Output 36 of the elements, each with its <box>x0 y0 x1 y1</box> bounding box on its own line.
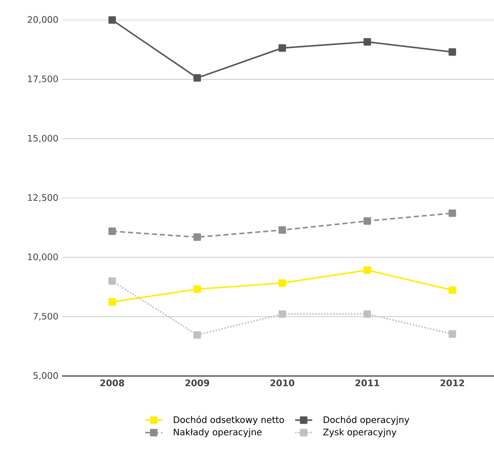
point <box>108 298 116 306</box>
x-tick-label: 2012 <box>440 380 464 386</box>
x-tick-label: 2010 <box>270 380 294 386</box>
point <box>193 285 201 293</box>
y-tick-label: 10,000 <box>28 253 58 262</box>
point <box>108 16 116 24</box>
legend-label: Dochód odsetkowy netto <box>174 416 284 425</box>
point <box>108 227 116 235</box>
x-tick-label: 2009 <box>185 380 210 386</box>
point <box>193 74 201 82</box>
point <box>364 38 372 46</box>
point <box>364 266 372 274</box>
y-tick-label: 15,000 <box>28 134 58 143</box>
point <box>108 277 116 285</box>
legend-label: Zysk operacyjny <box>323 428 396 438</box>
legend-label: Dochód operacyjny <box>324 416 410 425</box>
x-tick-label: 2008 <box>100 380 124 386</box>
point <box>364 217 372 225</box>
y-tick-label: 7,500 <box>34 312 58 321</box>
point <box>448 209 456 217</box>
point <box>193 233 201 241</box>
x-tick-label: 2011 <box>356 380 380 386</box>
y-tick-label: 5,000 <box>34 372 58 380</box>
point <box>278 44 286 52</box>
point <box>448 286 456 294</box>
y-tick-label: 20,000 <box>28 16 58 24</box>
y-tick-label: 17,500 <box>28 75 58 84</box>
y-tick-label: 12,500 <box>28 194 58 202</box>
point <box>448 330 456 338</box>
point <box>278 310 286 318</box>
point <box>448 48 456 56</box>
point <box>193 331 201 339</box>
point <box>364 310 372 318</box>
point <box>278 226 286 234</box>
legend-label: Nakłady operacyjne <box>174 428 262 438</box>
point <box>278 279 286 287</box>
